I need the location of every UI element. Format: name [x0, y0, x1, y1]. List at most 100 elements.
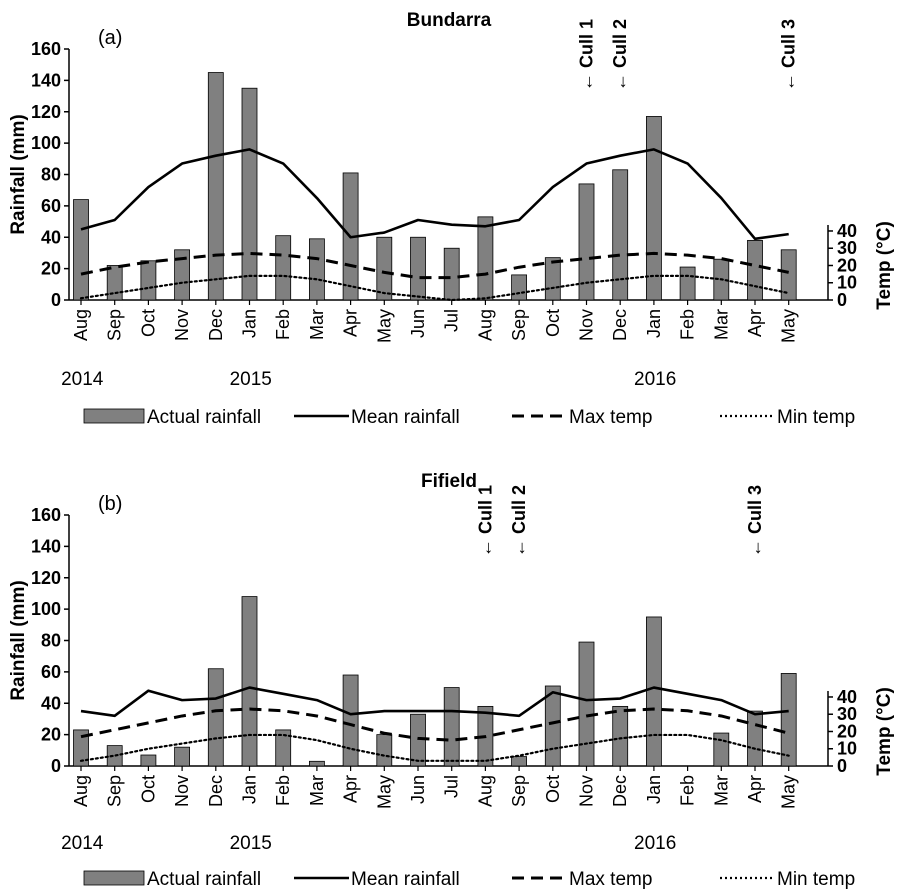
x-tick-label: Aug	[71, 775, 91, 807]
bar-actual-rainfall	[780, 249, 797, 301]
annotation-cull: ← Cull 3	[745, 485, 765, 557]
bar-actual-rainfall	[342, 674, 359, 767]
y-axis-label: Rainfall (mm)	[8, 114, 29, 234]
line-mean-rainfall	[80, 686, 789, 718]
y-tick-label: 80	[41, 631, 61, 651]
annotation-cull: ← Cull 2	[610, 19, 630, 91]
y-tick-label: 0	[51, 756, 61, 776]
bar-actual-rainfall	[443, 687, 460, 767]
x-tick-label: Feb	[273, 775, 293, 806]
bar-actual-rainfall	[646, 616, 662, 767]
x-tick-label: Feb	[678, 309, 698, 340]
bar-actual-rainfall	[612, 705, 629, 767]
x-tick-label: Jan	[644, 775, 664, 804]
y-tick-label: 100	[31, 133, 61, 153]
x-tick-label: Oct	[138, 775, 158, 803]
x-tick-label: Sep	[105, 309, 125, 341]
line-min-temp	[79, 274, 790, 302]
y2-tick-label: 20	[837, 721, 857, 741]
y-tick-label: 60	[41, 662, 61, 682]
bar-actual-rainfall	[275, 235, 292, 301]
chart-title: Bundarra	[407, 10, 492, 31]
bar-actual-rainfall	[747, 710, 763, 767]
y-tick-label: 40	[41, 693, 61, 713]
x-tick-label: Sep	[105, 775, 125, 807]
x-tick-label: May	[779, 775, 799, 809]
x-tick-label: Mar	[711, 775, 731, 806]
x-tick-label: Dec	[610, 309, 630, 341]
x-tick-label: Feb	[678, 775, 698, 806]
x-tick-label: Apr	[341, 775, 361, 803]
bar-actual-rainfall	[174, 746, 191, 767]
annotation-cull: ← Cull 2	[509, 485, 529, 557]
bar-actual-rainfall	[443, 247, 460, 301]
y2-tick-label: 10	[837, 739, 857, 759]
bar-actual-rainfall	[679, 266, 696, 301]
x-tick-label: Aug	[475, 775, 495, 807]
year-label: 2016	[634, 369, 676, 390]
x-tick-label: Oct	[138, 309, 158, 337]
bar-actual-rainfall	[207, 668, 224, 767]
legend-label-min: Min temp	[777, 407, 855, 428]
year-label: 2015	[230, 833, 272, 854]
x-tick-label: Aug	[475, 309, 495, 341]
x-tick-label: Mar	[307, 775, 327, 806]
y-tick-label: 60	[41, 196, 61, 216]
bar-actual-rainfall	[713, 732, 730, 767]
bar-actual-rainfall	[376, 734, 393, 767]
y2-tick-label: 40	[837, 221, 857, 241]
x-tick-label: Oct	[543, 309, 563, 337]
bar-actual-rainfall	[140, 754, 157, 767]
y-tick-label: 100	[31, 599, 61, 619]
x-tick-label: May	[374, 775, 394, 809]
bar-actual-rainfall	[174, 249, 191, 301]
bar-actual-rainfall	[578, 183, 595, 301]
x-tick-label: Jan	[644, 309, 664, 338]
y2-axis-label: Temp (°C)	[874, 687, 895, 776]
bar-actual-rainfall	[73, 729, 89, 767]
y-tick-label: 160	[31, 505, 61, 525]
year-label: 2015	[230, 369, 272, 390]
y2-axis-label: Temp (°C)	[874, 221, 895, 310]
chart-panel-b: Fifield(b)020406080100120140160Rainfall …	[8, 471, 895, 890]
bar-actual-rainfall	[646, 116, 662, 301]
bar-actual-rainfall	[308, 238, 325, 301]
bar-actual-rainfall	[578, 641, 595, 767]
bar-actual-rainfall	[511, 274, 528, 301]
legend-swatch-actual-rainfall	[83, 870, 145, 886]
x-tick-label: Jun	[408, 775, 428, 804]
x-tick-label: Jan	[240, 775, 260, 804]
x-tick-label: Nov	[172, 775, 192, 807]
y2-tick-label: 10	[837, 273, 857, 293]
panel-label: (b)	[98, 493, 122, 515]
annotation-cull: ← Cull 3	[779, 19, 799, 91]
year-label: 2016	[634, 833, 676, 854]
x-tick-label: Nov	[172, 309, 192, 341]
line-max-temp	[80, 707, 790, 742]
bar-actual-rainfall	[477, 216, 494, 301]
legend-label-min: Min temp	[777, 869, 855, 890]
y2-tick-label: 0	[837, 290, 847, 310]
bar-actual-rainfall	[544, 685, 561, 767]
annotation-cull: ← Cull 1	[475, 485, 495, 557]
y2-tick-label: 0	[837, 756, 847, 776]
bar-actual-rainfall	[241, 596, 258, 767]
bar-actual-rainfall	[207, 72, 224, 301]
legend-label-max: Max temp	[569, 869, 652, 890]
x-tick-label: Dec	[206, 309, 226, 341]
x-tick-label: Mar	[307, 309, 327, 340]
bar-actual-rainfall	[275, 729, 292, 767]
legend-label-mean: Mean rainfall	[351, 407, 460, 428]
y-tick-label: 140	[31, 70, 61, 90]
bar-actual-rainfall	[780, 673, 797, 767]
chart-title: Fifield	[421, 471, 477, 492]
x-tick-label: Mar	[711, 309, 731, 340]
y-tick-label: 160	[31, 39, 61, 59]
y-tick-label: 120	[31, 568, 61, 588]
line-min-temp	[79, 733, 790, 762]
x-tick-label: Sep	[509, 309, 529, 341]
y-tick-label: 120	[31, 102, 61, 122]
bar-actual-rainfall	[511, 756, 528, 767]
legend: Actual rainfall Mean rainfall Max temp Min …	[83, 407, 855, 428]
